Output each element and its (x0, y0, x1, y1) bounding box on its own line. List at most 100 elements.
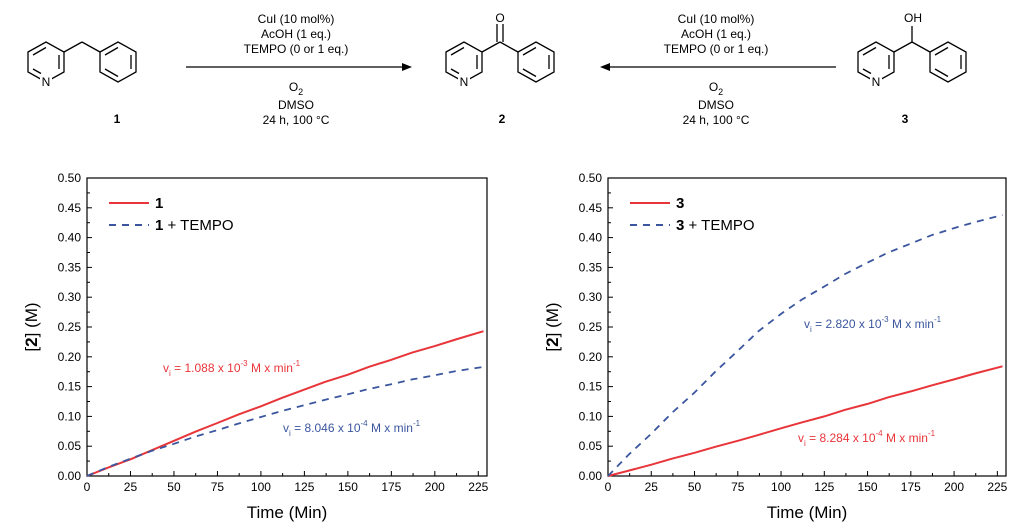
x-tick-label: 200 (425, 480, 445, 494)
rate-symbol: v (804, 317, 810, 331)
compound-3-structure (857, 26, 967, 83)
x-tick-label: 0 (84, 480, 91, 494)
rate-symbol: v (283, 421, 289, 435)
y-tick-label: 0.20 (58, 350, 82, 364)
x-tick-label: 50 (688, 480, 702, 494)
compound-label-1: 1 (114, 112, 121, 126)
rate-value: = 1.088 x 10 (171, 361, 241, 375)
chart-right: 0.00 0.05 0.10 0.15 0.20 0.25 0.30 0.35 0.40 0.45… (543, 171, 1008, 522)
atom-oh-3: OH (904, 11, 922, 25)
compound-1-structure (27, 41, 137, 83)
y-axis-title-unit: (M) (22, 302, 41, 332)
condition-right-oxidant: O2 (709, 80, 723, 97)
legend-compound: 3 (676, 195, 684, 212)
y-tick-label: 0.15 (58, 380, 82, 394)
condition-right-catalyst: CuI (10 mol%) (678, 12, 755, 26)
condition-left-time-temp: 24 h, 100 °C (263, 113, 330, 127)
rate-annotation: vi = 8.046 x 10-4 M x min-1 (283, 419, 421, 438)
x-tick-label: 125 (814, 480, 834, 494)
rate-exponent: -4 (361, 419, 369, 428)
condition-left-solvent: DMSO (278, 98, 314, 112)
reaction-arrow-right (600, 63, 836, 71)
compound-label-2: 2 (499, 112, 506, 126)
y-axis-title-compound: 2 (22, 337, 41, 346)
y-tick-label: 0.20 (579, 350, 603, 364)
rate-subscript: i (810, 325, 812, 334)
rate-annotation: vi = 2.820 x 10-3 M x min-1 (804, 315, 942, 334)
y-axis-title-bracket: [ (22, 347, 41, 352)
rate-value: = 8.284 x 10 (806, 431, 876, 445)
condition-right-acid: AcOH (1 eq.) (681, 27, 751, 41)
rate-unit: M x min (248, 361, 293, 375)
rate-exponent: -4 (876, 429, 884, 438)
y-axis-title-bracket: [ (543, 347, 562, 352)
legend-suffix: + TEMPO (163, 217, 233, 234)
x-tick-label: 225 (987, 480, 1007, 494)
y-tick-label: 0.50 (579, 171, 603, 185)
series-line-tempo (607, 214, 1003, 477)
y-axis-title-bracket: ] (22, 333, 41, 338)
y-tick-label: 0.50 (58, 171, 82, 185)
o2-subscript: 2 (718, 87, 723, 97)
x-tick-label: 225 (468, 480, 488, 494)
condition-left-oxidant: O2 (289, 80, 303, 97)
series-line-control (86, 330, 484, 477)
rate-annotation: vi = 1.088 x 10-3 M x min-1 (163, 359, 301, 378)
legend-entry: 3 + TEMPO (676, 217, 755, 234)
conditions-left: CuI (10 mol%) AcOH (1 eq.) TEMPO (0 or 1… (244, 12, 349, 127)
rate-subscript: i (169, 369, 171, 378)
x-tick-label: 100 (771, 480, 791, 494)
legend-entry: 1 (155, 195, 163, 212)
atom-n-2: N (460, 75, 469, 89)
chart-left: 0.00 0.05 0.10 0.15 0.20 0.25 0.30 0.35 0.40 0.45… (22, 171, 489, 522)
rate-value: = 8.046 x 10 (291, 421, 361, 435)
y-tick-label: 0.40 (579, 231, 603, 245)
legend-compound: 3 (676, 217, 684, 234)
rate-unit: M x min (889, 317, 934, 331)
rate-unit-exponent: -1 (934, 315, 942, 324)
rate-exponent: -3 (882, 315, 890, 324)
y-tick-label: 0.35 (579, 260, 603, 274)
x-tick-label: 0 (605, 480, 612, 494)
y-axis-title-bracket: ] (543, 333, 562, 338)
y-axis-title-unit: (M) (543, 302, 562, 332)
y-tick-label: 0.30 (58, 290, 82, 304)
condition-left-catalyst: CuI (10 mol%) (258, 12, 335, 26)
x-tick-label: 150 (338, 480, 358, 494)
y-tick-label: 0.10 (579, 409, 603, 423)
conditions-right: CuI (10 mol%) AcOH (1 eq.) TEMPO (0 or 1… (664, 12, 769, 127)
atom-o-2: O (495, 11, 504, 25)
rate-symbol: v (163, 361, 169, 375)
y-tick-label: 0.45 (579, 201, 603, 215)
y-tick-label: 0.25 (58, 320, 82, 334)
rate-subscript: i (289, 429, 291, 438)
legend-suffix: + TEMPO (684, 217, 754, 234)
x-tick-label: 25 (124, 480, 138, 494)
condition-right-tempo: TEMPO (0 or 1 eq.) (664, 42, 769, 56)
x-tick-label: 175 (381, 480, 401, 494)
reaction-arrow-left (186, 63, 412, 71)
rate-subscript: i (804, 439, 806, 448)
legend-entry: 1 + TEMPO (155, 217, 234, 234)
y-axis-title: [2] (M) (543, 302, 562, 351)
atom-n-3: N (872, 75, 881, 89)
x-tick-label: 25 (645, 480, 659, 494)
rate-annotation: vi = 8.284 x 10-4 M x min-1 (798, 429, 936, 448)
y-tick-label: 0.15 (579, 380, 603, 394)
compound-label-3: 3 (902, 112, 909, 126)
compound-2-structure (445, 24, 555, 83)
condition-left-acid: AcOH (1 eq.) (261, 27, 331, 41)
x-axis-title: Time (Min) (247, 503, 328, 522)
y-axis-title-compound: 2 (543, 337, 562, 346)
y-tick-label: 0.05 (58, 439, 82, 453)
rate-symbol: v (798, 431, 804, 445)
y-tick-label: 0.30 (579, 290, 603, 304)
series-line-tempo (86, 366, 484, 477)
rate-exponent: -3 (241, 359, 249, 368)
condition-right-solvent: DMSO (698, 98, 734, 112)
y-tick-label: 0.40 (58, 231, 82, 245)
x-tick-label: 75 (731, 480, 745, 494)
legend-entry: 3 (676, 195, 684, 212)
x-tick-label: 75 (211, 480, 225, 494)
series-line-control (607, 365, 1003, 477)
